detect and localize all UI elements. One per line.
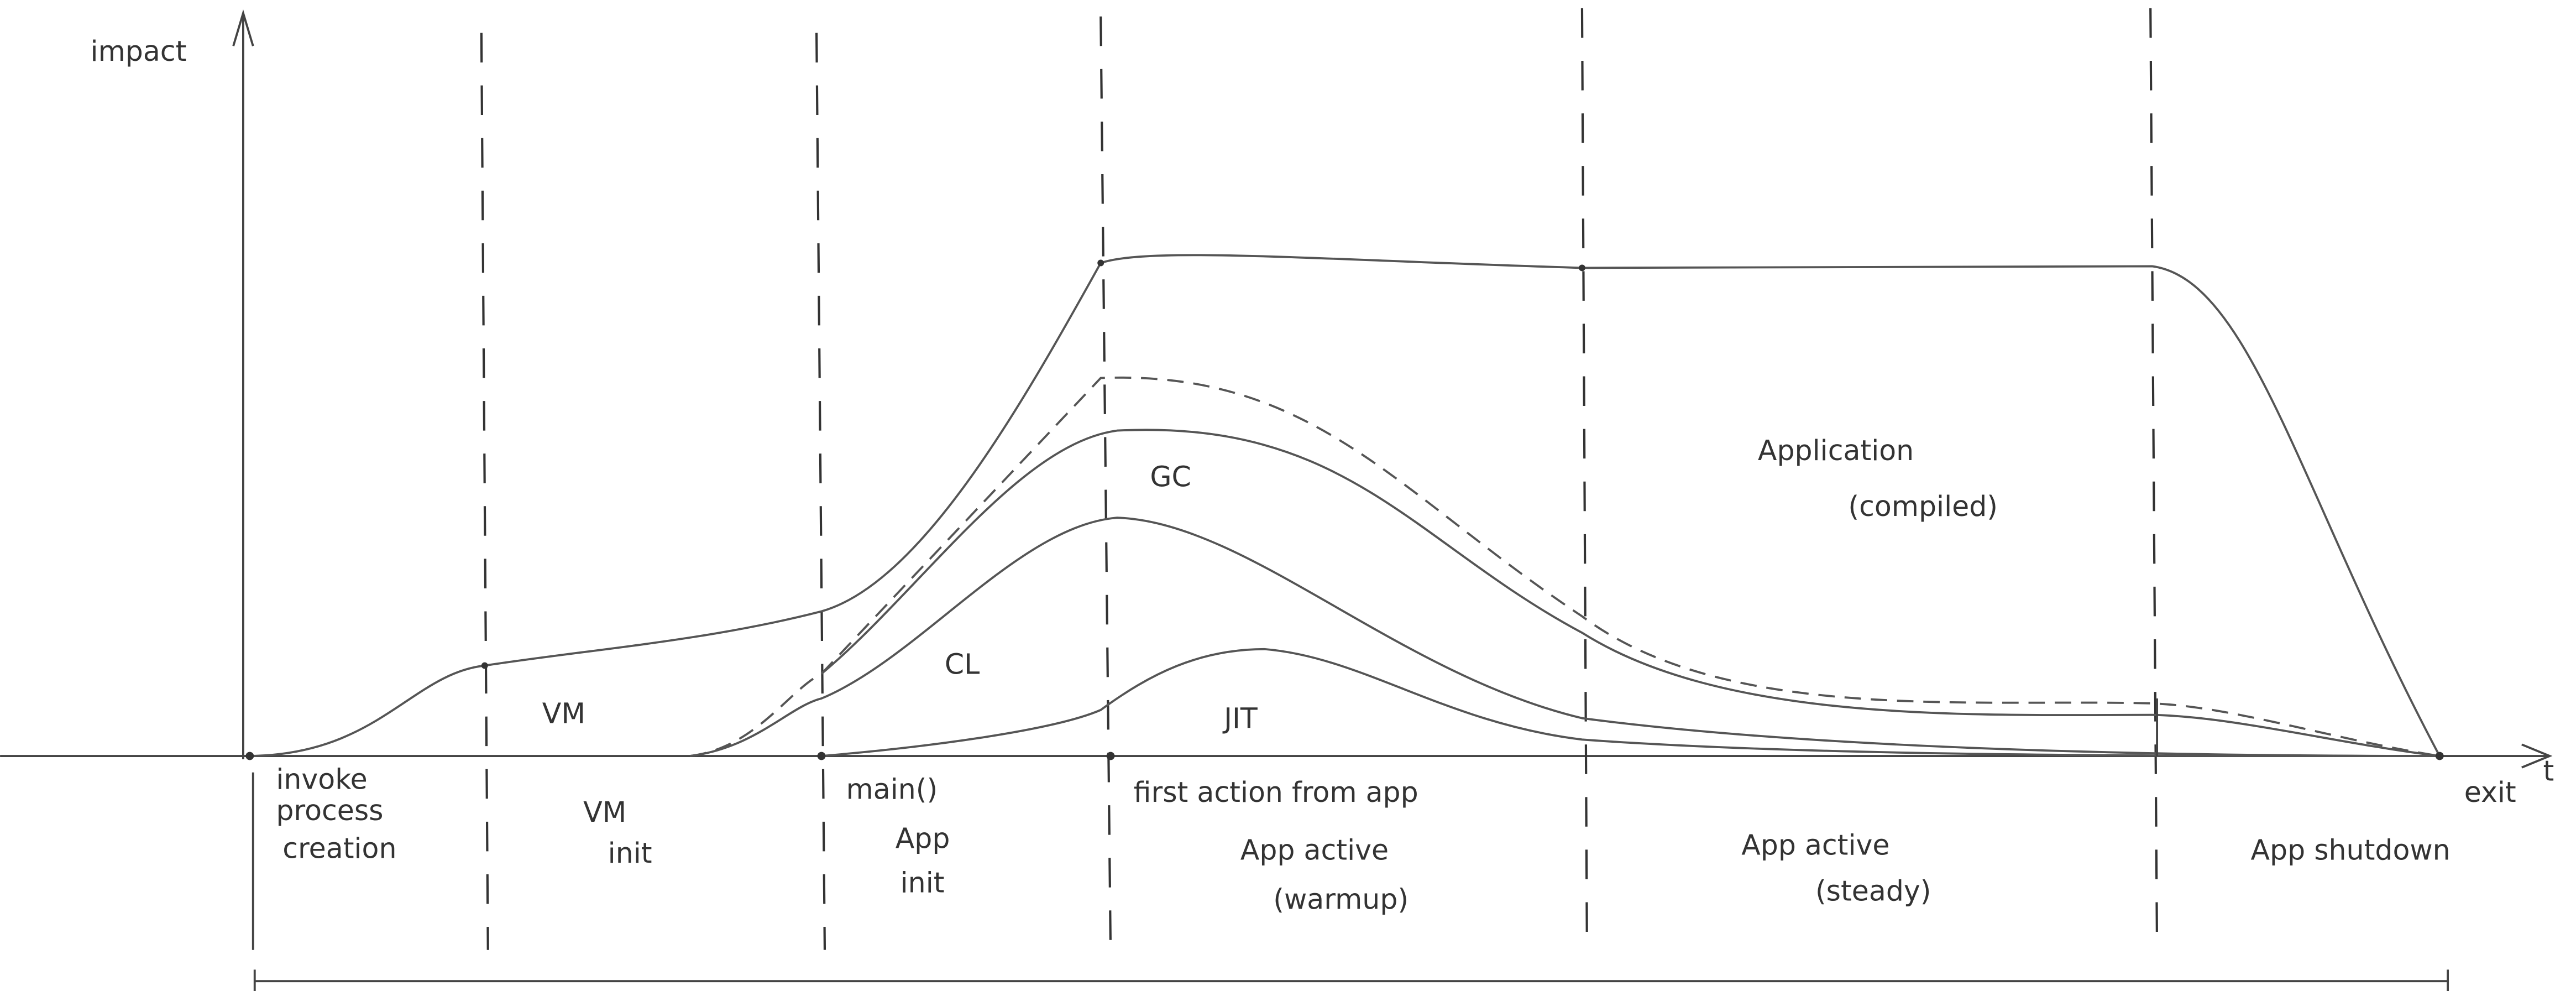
x-axis-label: t (2543, 755, 2554, 787)
area-label: Application (1758, 434, 1914, 467)
phase-label: (warmup) (1273, 883, 1409, 915)
phase-label: init (900, 867, 945, 899)
phase-label: App shutdown (2250, 833, 2450, 866)
annotation: invoke (276, 763, 367, 795)
area-label: GC (1150, 461, 1191, 493)
cl-curve (690, 517, 2440, 757)
point (481, 662, 488, 669)
point (2435, 752, 2444, 760)
phase-label: VM (583, 796, 626, 828)
phase-label: App (896, 822, 950, 854)
phase-divider (480, 33, 489, 950)
area-label: CL (945, 648, 980, 680)
area-label: JIT (1222, 702, 1258, 735)
gc-curve (690, 376, 2440, 757)
point (245, 752, 254, 760)
annotation: process (276, 794, 383, 827)
time-arrow (2521, 743, 2553, 769)
annotation: first action from app (1134, 776, 1418, 809)
phase-label: init (608, 837, 652, 869)
key-points (245, 259, 2444, 760)
area-label: (compiled) (1848, 490, 1998, 523)
area-label: VM (542, 697, 585, 730)
point (1106, 752, 1115, 760)
point (1097, 259, 1104, 267)
labels: impact t VM CL GC JIT Application (compiled) inv… (91, 35, 2554, 915)
jit-curve (821, 648, 2440, 757)
annotation: main() (846, 773, 938, 805)
phase-label: (steady) (1815, 875, 1931, 907)
phase-divider (815, 33, 826, 950)
gc-lower-curve (820, 429, 2440, 757)
point (817, 752, 826, 760)
annotation: creation (282, 832, 396, 864)
phase-label: App active (1240, 833, 1389, 866)
annotation: exit (2464, 776, 2516, 809)
phase-label: App active (1741, 828, 1889, 861)
y-axis-label: impact (91, 35, 187, 67)
point (1579, 264, 1585, 272)
impact-arrow (232, 9, 254, 46)
